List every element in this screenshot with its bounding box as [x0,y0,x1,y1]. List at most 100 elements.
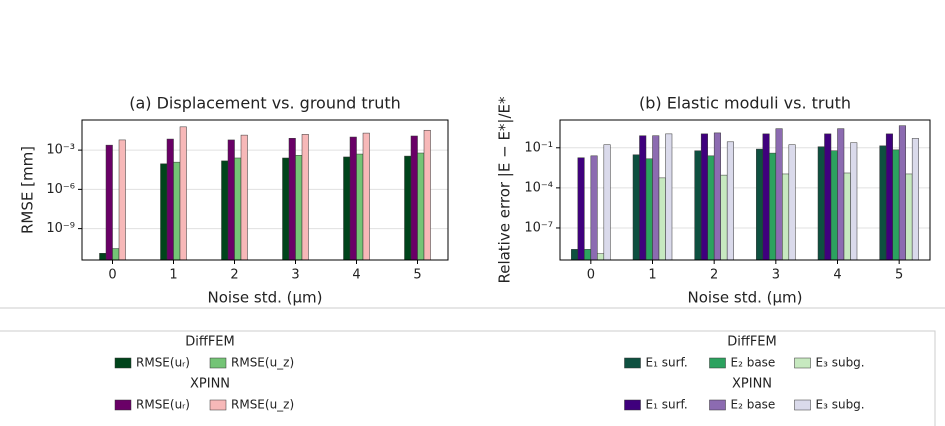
y-tick-label: 10⁻⁷ [524,220,553,235]
bar [160,163,168,261]
bar [288,138,296,261]
x-tick-label: 4 [833,268,841,283]
bar [879,145,887,261]
y-tick-label: 10⁻³ [46,143,75,158]
bar [720,174,728,261]
bar [769,152,777,261]
legend-swatch [624,357,641,369]
bar [632,154,640,261]
bar [603,144,611,261]
bar [423,129,431,261]
bar [362,132,370,261]
y-axis-label: RMSE [mm] [19,146,37,234]
legend-swatch [794,399,811,411]
legend-swatch [209,357,227,369]
bar [295,155,303,261]
bar [356,153,364,261]
x-tick-label: 1 [169,268,177,283]
bar [694,150,702,261]
x-axis-label: Noise std. (μm) [688,289,803,307]
legend-group-title: DiffFEM [185,335,235,350]
bar [343,156,351,261]
legend-group-title: XPINN [732,377,772,392]
x-tick-label: 2 [710,268,718,283]
x-tick-label: 5 [413,268,421,283]
x-tick-label: 4 [352,268,360,283]
bar [105,144,113,261]
bar [665,133,673,261]
bar [898,125,906,261]
bar [571,249,579,261]
legend-label: RMSE(u_z) [231,356,294,370]
legend-swatch [794,357,811,369]
bar [227,139,235,261]
legend-label: E₁ surf. [646,356,688,370]
bar [905,173,913,261]
legend-frame [0,330,936,426]
y-tick-label: 10⁻⁴ [524,180,553,195]
bar [892,149,900,261]
y-tick-label: 10⁻⁹ [46,221,75,236]
legend-label: RMSE(uᵣ) [136,398,190,412]
bar [282,157,290,261]
legend-group-title: XPINN [190,377,230,392]
legend-swatch [114,357,132,369]
x-axis-label: Noise std. (μm) [208,289,323,307]
legend-label: E₂ base [731,356,776,370]
bar [885,133,893,261]
x-tick-label: 0 [587,268,595,283]
x-tick-label: 3 [772,268,780,283]
bar [118,139,126,261]
bar [658,177,666,261]
bar [597,253,605,261]
legend-swatch [709,357,726,369]
bar [911,138,919,261]
bar [830,150,838,261]
bar [234,157,242,261]
x-tick-label: 1 [648,268,656,283]
bar [652,135,660,261]
bar [639,135,647,261]
legend-swatch [624,399,641,411]
bar [775,128,783,261]
bar [584,249,592,261]
chart-title: (b) Elastic moduli vs. truth [639,94,851,113]
legend-label: E₂ base [731,398,776,412]
legend-swatch [709,399,726,411]
legend-label: E₁ surf. [646,398,688,412]
bar [99,253,107,261]
y-axis-label: Relative error |E − E*|/E* [496,96,514,284]
bar [824,133,832,261]
bar [221,160,229,261]
bar [843,172,851,261]
bar [410,135,418,261]
bar [700,133,708,261]
bar [301,134,309,261]
bar [788,144,796,261]
legend-group-title: DiffFEM [727,335,777,350]
y-tick-label: 10⁻⁶ [46,182,75,197]
x-tick-label: 3 [291,268,299,283]
axes-frame [81,119,449,261]
axes-frame [559,119,931,261]
x-tick-label: 2 [230,268,238,283]
bar [817,146,825,261]
bar [782,173,790,261]
bar [713,132,721,261]
legend-swatch [209,399,227,411]
bar [179,126,187,261]
bar [349,136,357,261]
bar [417,152,425,261]
bar [645,158,653,261]
bar [590,155,598,261]
bar [756,148,764,261]
bar [577,157,585,261]
x-tick-label: 0 [108,268,116,283]
bar [726,141,734,261]
legend-label: RMSE(uᵣ) [136,356,190,370]
legend-swatch [114,399,132,411]
legend-label: E₃ subg. [816,356,865,370]
bar [762,133,770,261]
